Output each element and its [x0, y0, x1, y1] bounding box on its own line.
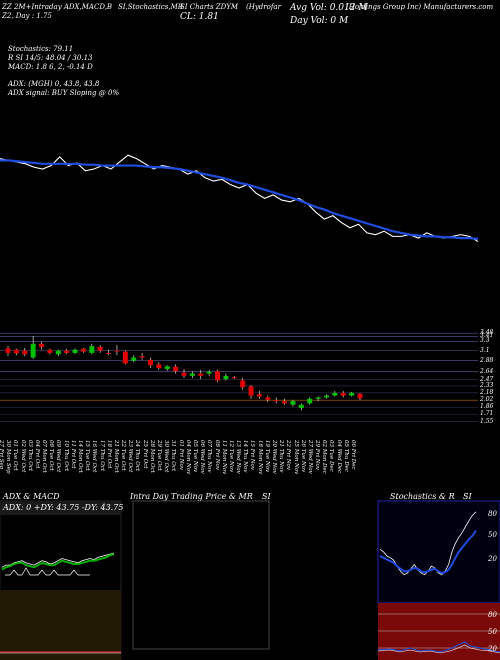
candle-body — [231, 377, 237, 379]
header-line2-left: Z2, Day : 1.75 — [2, 12, 52, 20]
candle-body — [131, 357, 137, 361]
intraday-panel-title: Intra Day Trading Price & MR — [130, 492, 253, 501]
intraday-panel-title2: SI — [262, 492, 271, 501]
moving-average-line — [0, 159, 479, 241]
rsi-tick-50: 50 — [488, 628, 497, 636]
candle-body — [357, 393, 363, 399]
price-tick-label: 1.86 — [480, 403, 494, 411]
candle-body — [173, 366, 179, 372]
stoch-tick-50: 50 — [488, 531, 497, 539]
price-tick-label: 3.1 — [480, 346, 490, 354]
candle-body — [240, 380, 246, 388]
candle-body — [5, 348, 11, 353]
rsi-line-white — [377, 644, 500, 654]
candle-body — [55, 350, 61, 355]
candle-body — [64, 350, 70, 353]
price-tick-label: 2.33 — [480, 381, 494, 389]
candle-body — [189, 373, 195, 376]
price-tick-label: 2.64 — [480, 367, 494, 375]
candle-body — [106, 352, 112, 354]
candle-body — [147, 359, 153, 366]
candle-body — [80, 348, 86, 352]
price-tick-label: 1.55 — [480, 417, 494, 425]
candle-body — [282, 401, 288, 404]
candle-body — [198, 373, 204, 376]
rsi-tick-80: 80 — [488, 611, 497, 619]
price-tick-label: 3.41 — [480, 332, 494, 340]
candle-body — [206, 371, 212, 374]
price-tick-label: 2.47 — [480, 375, 494, 383]
price-tick-label: 2.88 — [480, 356, 494, 364]
candle-body — [164, 366, 170, 369]
candle-body — [248, 386, 254, 396]
adx-panel-title: ADX & MACD — [3, 492, 60, 501]
indicator-adx-signal: ADX signal: BUY Sloping @ 0% — [8, 89, 120, 97]
header-company: (Holdings Group Inc) Manufacturers.com — [346, 3, 494, 11]
candle-body — [307, 398, 313, 404]
candle-body — [323, 395, 329, 398]
candle-body — [72, 349, 78, 353]
candle-body — [273, 400, 279, 402]
adx-line-green — [1, 553, 115, 571]
adx-step-line — [5, 567, 90, 576]
candle-body — [89, 346, 95, 353]
rsi-line-blue — [377, 641, 500, 653]
price-tick-label: 3.48 — [480, 329, 494, 337]
stochastics-panel — [377, 500, 500, 604]
price-tick-label: 1.71 — [480, 410, 494, 418]
candle-body — [47, 349, 53, 353]
candle-body — [340, 392, 346, 396]
stoch-panel-title: Stochastics & R — [390, 492, 455, 501]
candle-body — [332, 392, 338, 396]
rsi-tick-20: 20 — [488, 645, 497, 653]
candlestick-chart — [0, 332, 478, 423]
candle-body — [22, 350, 28, 355]
price-tick-label: 2.18 — [480, 388, 494, 396]
indicator-rsi: R SI 14/5: 48.04 / 30.13 — [8, 54, 93, 62]
stoch-tick-20: 20 — [488, 555, 497, 563]
candle-body — [256, 394, 262, 397]
indicator-adx: ADX: (MGH) 0, 43.8, 43.8 — [8, 80, 100, 88]
candle-body — [349, 392, 355, 396]
macd-panel — [0, 590, 121, 660]
candle-body — [223, 375, 229, 380]
candle-body — [39, 343, 45, 347]
intraday-panel — [132, 500, 270, 650]
main-price-line-chart — [0, 154, 479, 243]
stochastics-line-blue — [379, 529, 477, 575]
candle-body — [156, 364, 162, 369]
header-close: CL: 1.81 — [180, 12, 219, 22]
candle-body — [13, 349, 19, 354]
candle-body — [290, 401, 296, 405]
adx-panel-header: ADX: 0 +DY: 43.75 -DY: 43.75 — [3, 503, 124, 512]
candle-body — [265, 397, 271, 400]
price-line — [0, 154, 479, 243]
candle-body — [139, 356, 145, 358]
candle-body — [30, 343, 36, 358]
price-tick-label: 2.02 — [480, 396, 494, 404]
header-line1-mid3: (Hydrofar — [246, 3, 281, 11]
candle-body — [114, 350, 120, 352]
stoch-panel-title2: SI — [463, 492, 472, 501]
header-line1-mid2: SI Charts ZDYM — [180, 3, 239, 11]
candle-body — [97, 346, 103, 351]
indicator-macd: MACD: 1.8 6, 2, -0.14 D — [8, 63, 93, 71]
stoch-tick-80: 80 — [488, 510, 497, 518]
candle-body — [181, 372, 187, 376]
adx-line-white — [1, 552, 115, 568]
adx-panel-header-bg — [0, 501, 121, 515]
header-line1-left: ZZ 2M+Intraday ADX,MACD,B — [2, 3, 113, 11]
candle-body — [122, 351, 128, 364]
candle-body — [298, 404, 304, 408]
header-day-vol: Day Vol: 0 M — [290, 16, 349, 26]
header-avg-vol: Avg Vol: 0.012 M — [290, 3, 368, 13]
candle-body — [215, 371, 221, 381]
candle-body — [315, 397, 321, 399]
header-line1-mid1: SI,Stochastics,MR — [118, 3, 184, 11]
indicator-stochastics: Stochastics: 79.11 — [8, 45, 74, 53]
price-tick-label: 3.3 — [480, 337, 490, 345]
